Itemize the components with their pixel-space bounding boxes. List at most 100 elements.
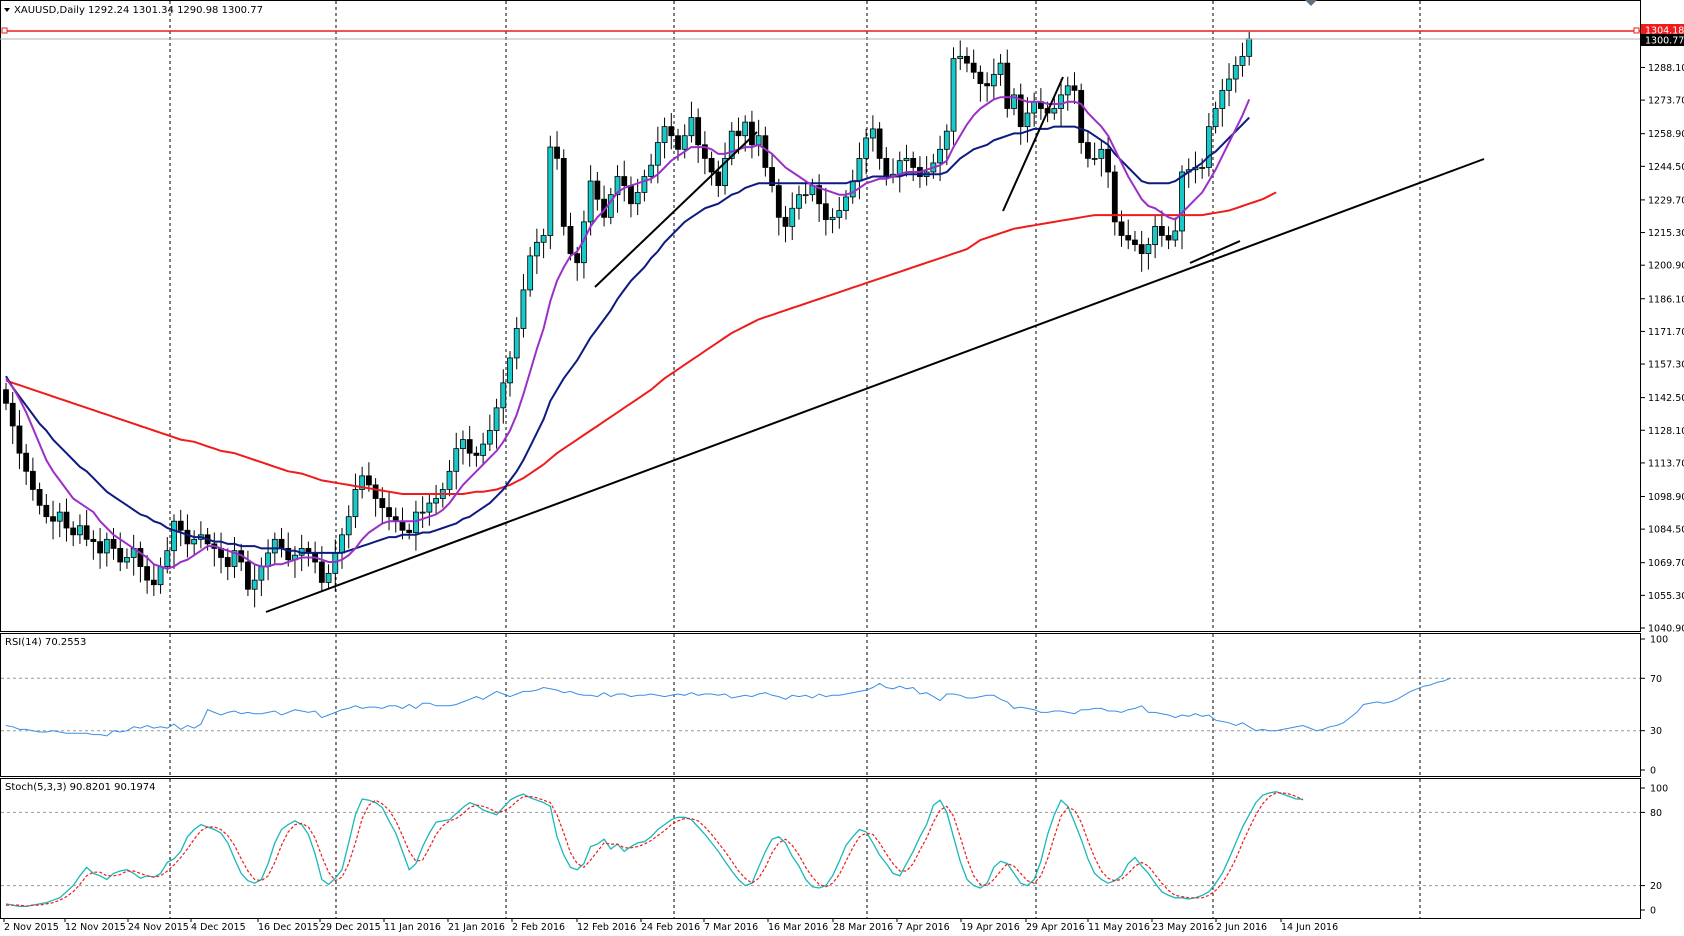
rsi-label: RSI(14) 70.2553 [5,637,86,648]
resistance-price-tag [1641,24,1684,36]
rsi-series [5,677,1451,737]
candle-bear [816,185,823,205]
shift-marker-icon[interactable] [1305,0,1317,6]
candle-bull [789,207,796,227]
candle-bull [856,157,863,182]
candle-bear [63,511,70,529]
candle-bear [278,538,285,549]
candle-bull [950,58,957,132]
candle-bull [332,552,339,574]
date-tick-label: 4 Dec 2015 [191,922,246,933]
candle-bear [399,520,406,531]
candle-bull [339,534,345,554]
candle-bear [964,55,970,64]
main-panel-frame [0,0,1641,632]
candle-bull [634,192,641,205]
rsi-axis: 100 70 30 0 [1640,635,1668,777]
candle-bear [117,548,124,563]
candle-bull [231,550,238,567]
price-tick-label: 1157.30 [1648,360,1684,371]
sma-fast-line [5,96,1251,570]
candle-bull [1031,101,1038,114]
candle-bear [675,135,681,150]
candle-bear [23,452,30,472]
candle-bull [433,498,439,504]
candle-bull [1179,171,1185,232]
candle-bear [876,128,883,159]
candle-bull [587,180,594,223]
stoch-lines [5,791,1304,907]
candle-bear [318,561,325,583]
date-tick-label: 7 Apr 2016 [897,922,950,933]
chart-menu-arrow-icon[interactable] [4,8,10,12]
rsi-line [5,677,1451,737]
price-tick-label: 1128.10 [1648,426,1684,437]
price-tick-label: 1098.90 [1648,492,1684,503]
candle-bull [520,289,527,329]
date-tick-label: 16 Mar 2016 [768,922,828,933]
candle-bull [1011,94,1017,109]
candle-bull [251,579,258,590]
candle-bull [359,475,366,490]
candle-bull [513,328,520,359]
candle-bull [480,443,487,456]
resistance-line-handle-right[interactable] [1633,27,1640,34]
trend-lines [265,76,1485,613]
candle-bear [224,557,231,567]
candle-bear [628,185,634,205]
date-axis: 2 Nov 2015 12 Nov 2015 24 Nov 2015 4 Dec 20… [3,918,1338,933]
candle-bull [265,552,271,567]
candle-bear [984,83,991,87]
long-support-trendline[interactable] [265,158,1485,613]
jun-support-trendline[interactable] [1189,240,1241,264]
short-trendline-apr[interactable] [1002,76,1064,212]
date-tick-label: 11 Jan 2016 [384,922,441,933]
candle-bull [654,142,661,166]
candle-bear [97,541,103,554]
candle-bear [245,561,251,590]
candle-bear [184,529,191,545]
candle-bear [386,507,392,518]
candle-bear [90,538,97,543]
candle-bear [782,216,789,227]
price-tick-label: 1142.50 [1648,393,1684,404]
candle-bear [910,157,917,168]
current-price-tag [1641,34,1684,46]
candle-bull [863,137,870,159]
candle-bull [1098,148,1105,159]
short-trendline-feb[interactable] [594,131,758,288]
price-tick-label: 1069.70 [1648,558,1684,569]
price-tick-label: 1200.90 [1648,261,1684,272]
candlesticks [3,31,1253,608]
candle-bull [843,196,849,211]
candle-bear [29,470,36,490]
candle-bull [688,117,695,137]
rsi-panel-frame [0,633,1641,777]
price-tick-label: 1055.30 [1648,591,1684,602]
candle-bull [77,525,83,536]
stoch-panel-frame [0,778,1641,919]
resistance-line-handle-left[interactable] [1,27,8,34]
candle-bear [365,475,372,486]
date-tick-label: 23 May 2016 [1152,922,1214,933]
candle-bull [171,520,177,552]
candle-bear [701,144,708,159]
candle-bear [137,548,144,567]
candle-bull [1024,112,1031,128]
stoch-axis: 100 80 20 0 [1640,784,1668,917]
candle-bull [419,511,426,514]
date-tick-label: 16 Dec 2015 [258,922,319,933]
candle-bull [157,566,164,586]
price-tick-label: 1258.90 [1648,129,1684,140]
candle-bear [1158,226,1165,236]
candle-bull [1232,65,1239,80]
rsi-tick-label: 30 [1650,726,1662,737]
candle-bull [271,538,278,554]
date-tick-label: 2 Jun 2016 [1216,922,1267,933]
candle-bull [997,62,1004,75]
candle-bull [722,157,728,187]
candle-bear [83,525,90,540]
stoch-tick-label: 0 [1650,906,1656,917]
candle-bull [547,146,554,236]
sma-slow-line [5,191,1277,495]
